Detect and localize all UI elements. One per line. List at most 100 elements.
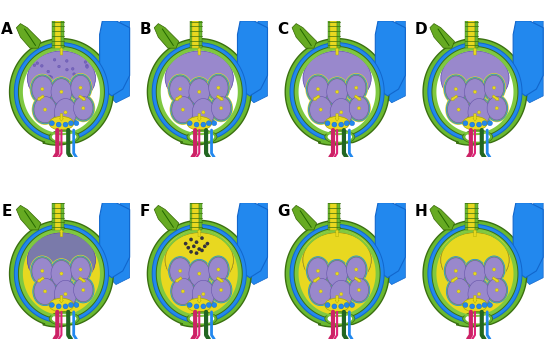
Ellipse shape <box>467 98 491 127</box>
Circle shape <box>201 304 206 309</box>
Text: D: D <box>415 22 427 37</box>
Circle shape <box>332 304 337 309</box>
Ellipse shape <box>310 264 365 305</box>
Polygon shape <box>100 21 130 96</box>
Ellipse shape <box>210 95 232 122</box>
Polygon shape <box>468 21 475 48</box>
Ellipse shape <box>306 256 330 285</box>
Circle shape <box>212 121 217 126</box>
Ellipse shape <box>486 277 507 303</box>
Circle shape <box>325 302 330 307</box>
Ellipse shape <box>325 298 349 312</box>
Circle shape <box>74 302 79 307</box>
Ellipse shape <box>172 82 227 123</box>
Circle shape <box>78 83 81 85</box>
Circle shape <box>187 302 192 307</box>
Circle shape <box>344 302 349 307</box>
Ellipse shape <box>190 96 217 129</box>
Circle shape <box>66 90 69 93</box>
Ellipse shape <box>463 77 487 107</box>
Ellipse shape <box>189 261 210 287</box>
Polygon shape <box>62 203 64 230</box>
Ellipse shape <box>34 278 56 305</box>
FancyArrow shape <box>313 277 320 282</box>
Polygon shape <box>147 39 251 145</box>
Polygon shape <box>292 206 317 230</box>
Polygon shape <box>247 203 267 284</box>
Polygon shape <box>328 21 330 48</box>
Ellipse shape <box>307 75 329 103</box>
Circle shape <box>495 288 498 292</box>
Ellipse shape <box>349 278 368 302</box>
Ellipse shape <box>446 258 466 284</box>
Ellipse shape <box>53 98 78 127</box>
Ellipse shape <box>466 96 492 129</box>
Circle shape <box>49 82 52 85</box>
Ellipse shape <box>441 233 509 287</box>
Circle shape <box>319 108 322 111</box>
Ellipse shape <box>463 116 487 130</box>
Circle shape <box>319 290 322 293</box>
Ellipse shape <box>465 261 485 287</box>
Circle shape <box>41 91 44 94</box>
Ellipse shape <box>447 96 470 123</box>
Circle shape <box>339 304 344 309</box>
Ellipse shape <box>71 257 90 282</box>
Ellipse shape <box>188 259 211 288</box>
Circle shape <box>358 288 361 292</box>
Circle shape <box>58 65 60 68</box>
Ellipse shape <box>444 256 468 285</box>
Circle shape <box>197 272 201 275</box>
Ellipse shape <box>344 73 368 102</box>
Ellipse shape <box>209 94 233 122</box>
Ellipse shape <box>328 96 355 129</box>
Circle shape <box>350 121 355 126</box>
Ellipse shape <box>32 277 58 306</box>
Polygon shape <box>14 225 108 323</box>
Ellipse shape <box>192 99 215 126</box>
Polygon shape <box>465 21 468 48</box>
Circle shape <box>65 59 68 62</box>
Polygon shape <box>19 46 104 137</box>
Ellipse shape <box>301 231 373 289</box>
Polygon shape <box>294 228 380 319</box>
Polygon shape <box>54 21 62 48</box>
Polygon shape <box>428 225 522 323</box>
Text: E: E <box>1 204 12 219</box>
Ellipse shape <box>485 257 504 282</box>
Ellipse shape <box>465 79 485 105</box>
Ellipse shape <box>348 277 370 303</box>
FancyArrow shape <box>335 296 339 303</box>
Circle shape <box>40 77 42 80</box>
Polygon shape <box>52 21 54 48</box>
Circle shape <box>336 272 339 275</box>
Ellipse shape <box>307 94 334 125</box>
Circle shape <box>189 238 192 241</box>
Polygon shape <box>375 203 405 278</box>
FancyArrow shape <box>216 95 223 100</box>
Circle shape <box>477 304 481 309</box>
Circle shape <box>200 237 204 240</box>
Ellipse shape <box>172 278 194 305</box>
Text: B: B <box>139 22 151 37</box>
Polygon shape <box>298 50 377 134</box>
Ellipse shape <box>32 276 58 307</box>
Polygon shape <box>100 203 130 278</box>
Ellipse shape <box>170 258 190 284</box>
Ellipse shape <box>54 280 76 308</box>
Ellipse shape <box>329 279 353 309</box>
Ellipse shape <box>32 258 53 284</box>
Ellipse shape <box>305 256 331 286</box>
FancyArrow shape <box>313 95 320 100</box>
Ellipse shape <box>74 278 93 302</box>
Ellipse shape <box>52 96 79 129</box>
Polygon shape <box>54 203 62 230</box>
Circle shape <box>217 86 220 89</box>
Circle shape <box>43 290 47 293</box>
Polygon shape <box>192 203 199 230</box>
Ellipse shape <box>30 256 54 285</box>
Polygon shape <box>298 231 377 316</box>
Circle shape <box>203 245 206 248</box>
Ellipse shape <box>163 231 235 289</box>
Circle shape <box>195 252 198 255</box>
